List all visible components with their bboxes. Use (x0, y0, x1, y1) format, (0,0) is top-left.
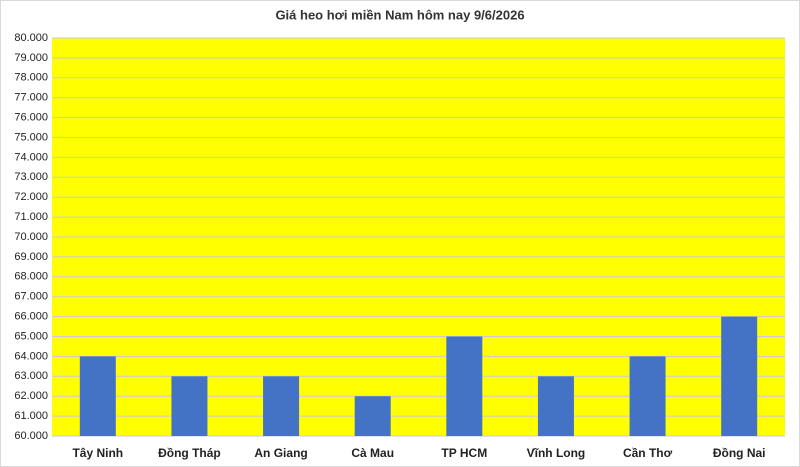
y-tick-label: 80.000 (14, 32, 48, 44)
y-tick-label: 60.000 (14, 430, 48, 442)
y-tick-label: 61.000 (14, 410, 48, 422)
y-tick-label: 66.000 (14, 311, 48, 323)
x-tick-label: Tây Ninh (72, 446, 123, 460)
y-tick-label: 69.000 (14, 251, 48, 263)
x-tick-label: TP HCM (441, 446, 487, 460)
bar (171, 376, 208, 436)
y-tick-label: 71.000 (14, 211, 48, 223)
bar (354, 396, 391, 436)
x-tick-label: An Giang (254, 446, 307, 460)
x-tick-label: Đồng Nai (713, 446, 766, 460)
y-tick-label: 70.000 (14, 231, 48, 243)
y-tick-label: 63.000 (14, 370, 48, 382)
y-tick-label: 74.000 (14, 151, 48, 163)
x-tick-label: Cần Thơ (623, 446, 673, 460)
y-tick-label: 79.000 (14, 52, 48, 64)
y-tick-label: 72.000 (14, 191, 48, 203)
y-tick-label: 73.000 (14, 171, 48, 183)
y-tick-label: 76.000 (14, 112, 48, 124)
bar (79, 356, 116, 436)
x-tick-label: Cà Mau (351, 446, 394, 460)
y-tick-label: 77.000 (14, 92, 48, 104)
bar (446, 336, 483, 436)
x-tick-label: Đồng Tháp (158, 446, 221, 460)
y-tick-label: 67.000 (14, 291, 48, 303)
x-tick-label: Vĩnh Long (527, 446, 586, 460)
bar (721, 316, 758, 436)
bar (629, 356, 666, 436)
bar (537, 376, 574, 436)
chart-title: Giá heo hơi miền Nam hôm nay 9/6/2026 (275, 7, 524, 22)
y-tick-label: 65.000 (14, 330, 48, 342)
bar (263, 376, 300, 436)
y-tick-label: 62.000 (14, 390, 48, 402)
y-tick-label: 78.000 (14, 72, 48, 84)
y-tick-label: 64.000 (14, 350, 48, 362)
y-tick-label: 68.000 (14, 271, 48, 283)
y-tick-label: 75.000 (14, 131, 48, 143)
